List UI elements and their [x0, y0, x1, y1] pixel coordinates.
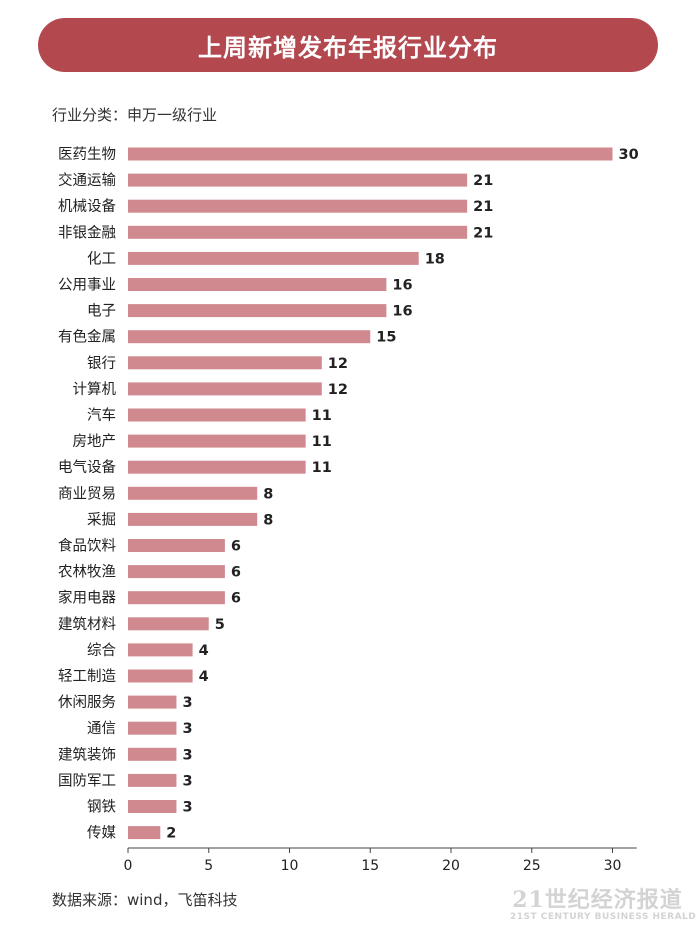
- bar: [128, 643, 193, 657]
- category-label: 建筑材料: [58, 616, 116, 633]
- x-tick-label: 20: [442, 858, 460, 874]
- category-label: 综合: [87, 642, 116, 659]
- category-label: 采掘: [87, 511, 116, 528]
- category-label: 传媒: [87, 825, 116, 842]
- bar: [128, 225, 468, 239]
- data-label: 6: [231, 539, 241, 555]
- data-label: 8: [263, 512, 273, 528]
- bar: [128, 591, 225, 605]
- bar: [128, 486, 258, 500]
- data-label: 4: [199, 643, 209, 659]
- data-label: 3: [182, 800, 192, 816]
- bar: [128, 826, 161, 840]
- category-label: 电气设备: [58, 459, 116, 476]
- bar: [128, 382, 322, 396]
- category-label: 家用电器: [58, 590, 116, 607]
- bar: [128, 617, 209, 631]
- category-label: 钢铁: [87, 799, 116, 816]
- bar: [128, 408, 306, 422]
- category-label: 房地产: [73, 433, 117, 450]
- data-label: 11: [312, 408, 332, 424]
- category-label: 食品饮料: [58, 538, 116, 555]
- category-label: 通信: [87, 720, 116, 737]
- bar: [128, 460, 306, 474]
- bar: [128, 173, 468, 187]
- data-source: 数据来源：wind，飞笛科技: [52, 891, 238, 909]
- bar: [128, 695, 177, 709]
- category-label: 非银金融: [58, 224, 116, 241]
- watermark-logo: 21世纪经济报道 21ST CENTURY BUSINESS HERALD: [510, 882, 697, 922]
- bar: [128, 669, 193, 683]
- data-label: 12: [328, 382, 348, 398]
- data-label: 5: [215, 617, 225, 633]
- data-label: 18: [425, 251, 445, 267]
- data-label: 4: [199, 669, 209, 685]
- data-label: 3: [182, 747, 192, 763]
- category-label: 休闲服务: [58, 694, 116, 711]
- data-label: 21: [473, 173, 493, 189]
- category-label: 农林牧渔: [58, 564, 116, 581]
- x-tick-label: 15: [361, 858, 379, 874]
- bar: [128, 251, 419, 265]
- x-tick-label: 5: [204, 858, 213, 874]
- category-label: 建筑装饰: [58, 746, 116, 763]
- watermark-main-text: 21世纪经济报道: [512, 887, 683, 913]
- x-tick-label: 0: [124, 858, 133, 874]
- bar: [128, 565, 225, 579]
- x-tick-label: 10: [281, 858, 299, 874]
- data-label: 8: [263, 486, 273, 502]
- data-label: 2: [166, 826, 176, 842]
- bar: [128, 356, 322, 370]
- bar: [128, 278, 387, 291]
- category-label: 轻工制造: [58, 668, 116, 685]
- category-label: 汽车: [87, 407, 116, 424]
- category-label: 银行: [87, 355, 116, 372]
- bar: [128, 304, 387, 318]
- data-label: 21: [473, 225, 493, 241]
- data-label: 16: [392, 278, 412, 294]
- category-label: 国防军工: [58, 772, 116, 789]
- data-label: 3: [182, 773, 192, 789]
- data-label: 15: [376, 330, 396, 346]
- data-label: 12: [328, 356, 348, 372]
- category-label: 有色金属: [58, 329, 116, 346]
- bar: [128, 747, 177, 761]
- bar: [128, 147, 613, 161]
- data-label: 3: [182, 721, 192, 737]
- category-label: 医药生物: [58, 146, 116, 163]
- watermark-sub-text: 21ST CENTURY BUSINESS HERALD: [510, 912, 697, 922]
- data-label: 6: [231, 565, 241, 581]
- chart-title: 上周新增发布年报行业分布: [198, 33, 498, 62]
- x-tick-label: 30: [604, 858, 622, 874]
- data-label: 11: [312, 460, 332, 476]
- bar: [128, 721, 177, 735]
- bar: [128, 434, 306, 448]
- category-label: 机械设备: [58, 198, 116, 215]
- bar: [128, 800, 177, 813]
- bar: [128, 199, 468, 213]
- title-banner: 上周新增发布年报行业分布: [38, 18, 658, 72]
- bar: [128, 539, 225, 552]
- category-label: 化工: [87, 250, 116, 267]
- data-label: 21: [473, 199, 493, 215]
- bar: [128, 330, 371, 344]
- bar: [128, 512, 258, 526]
- data-label: 3: [182, 695, 192, 711]
- data-label: 16: [392, 304, 412, 320]
- chart-subtitle: 行业分类：申万一级行业: [52, 106, 218, 124]
- category-label: 公用事业: [58, 277, 116, 294]
- bar: [128, 773, 177, 787]
- data-label: 30: [619, 147, 639, 163]
- data-label: 11: [312, 434, 332, 450]
- x-tick-label: 25: [523, 858, 541, 874]
- category-label: 交通运输: [58, 171, 116, 189]
- data-label: 6: [231, 591, 241, 607]
- category-label: 电子: [87, 303, 116, 320]
- category-label: 计算机: [73, 381, 117, 398]
- category-label: 商业贸易: [58, 485, 116, 502]
